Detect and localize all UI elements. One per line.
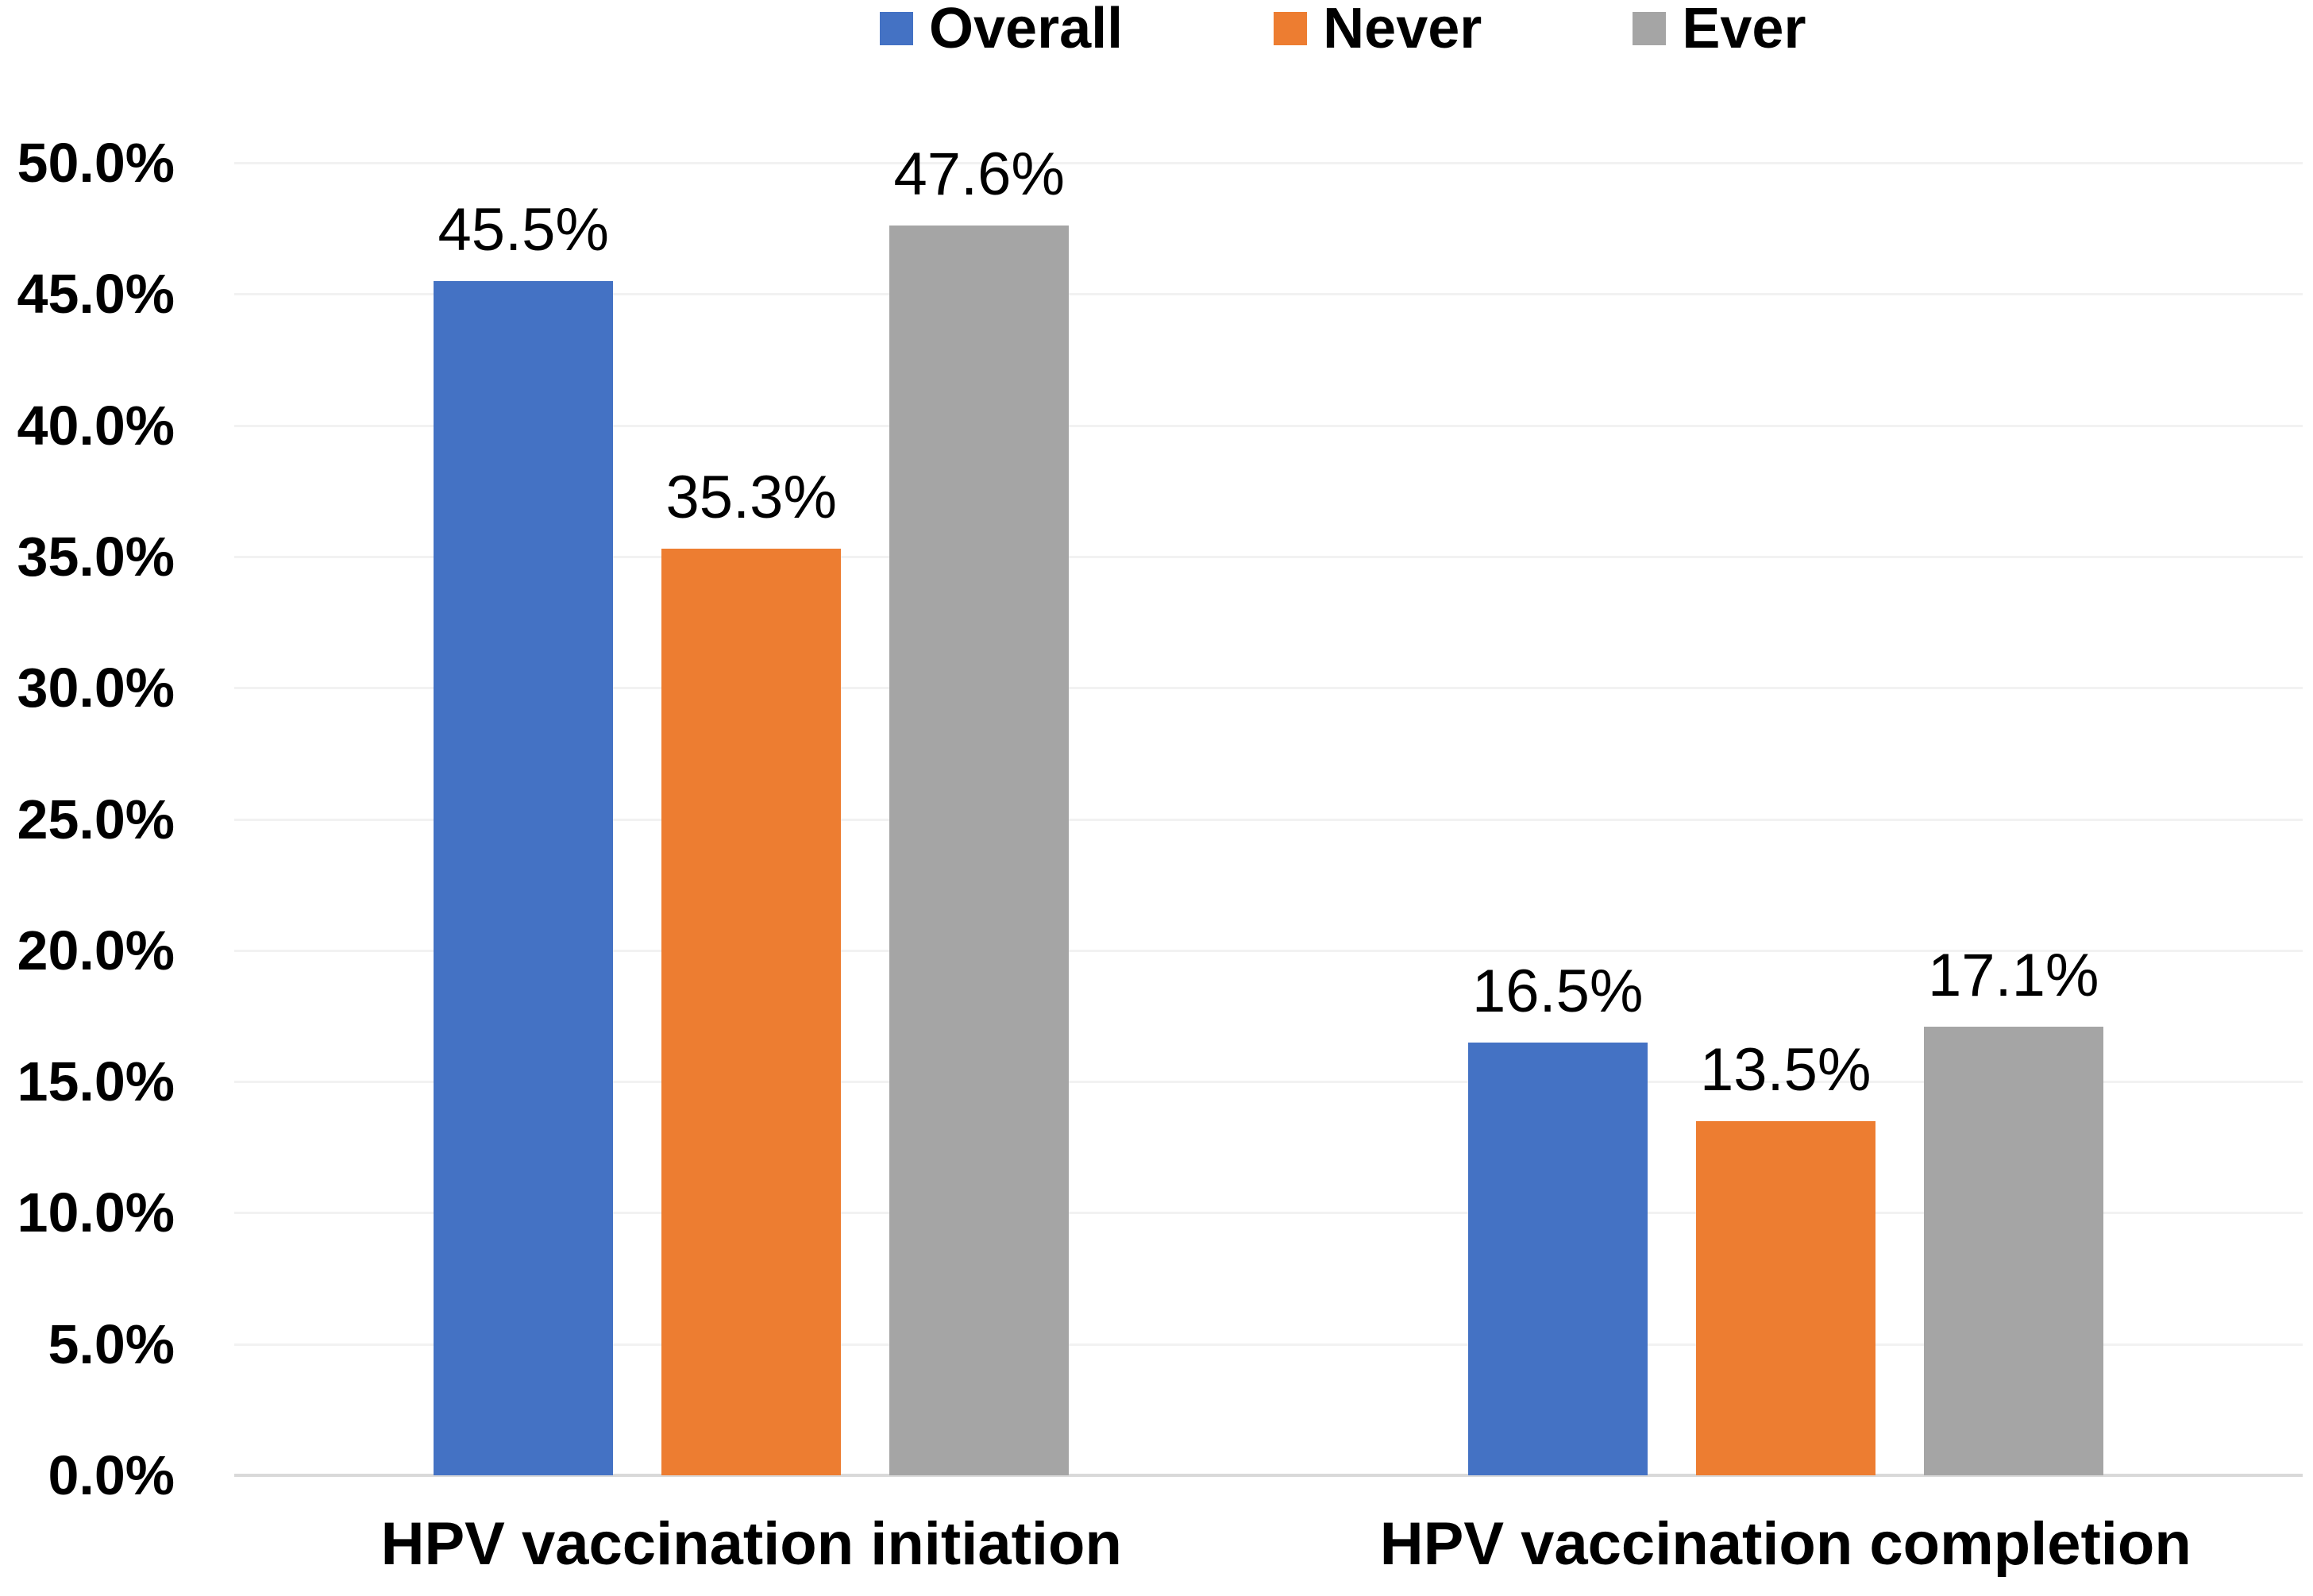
gridline — [234, 293, 2303, 296]
bar-never-1 — [661, 548, 842, 1475]
gridline — [234, 555, 2303, 558]
gridline — [234, 1081, 2303, 1084]
bar-value-label: 13.5% — [1700, 1035, 1872, 1104]
bar-value-label: 47.6% — [893, 141, 1066, 209]
y-axis-tick-label: 40.0% — [17, 394, 175, 457]
gridline — [234, 424, 2303, 427]
bar-value-label: 16.5% — [1472, 957, 1644, 1025]
bar-overall-1 — [434, 280, 614, 1475]
y-axis-tick-label: 0.0% — [48, 1444, 175, 1506]
y-axis-tick-label: 10.0% — [17, 1182, 175, 1244]
bar-value-label: 17.1% — [1928, 941, 2099, 1009]
y-axis-tick-label: 20.0% — [17, 919, 175, 981]
y-axis-tick-label: 50.0% — [17, 132, 175, 194]
legend-label: Never — [1323, 0, 1482, 60]
bar-value-label: 45.5% — [438, 195, 610, 264]
gridline — [234, 818, 2303, 821]
y-axis-tick-label: 45.0% — [17, 263, 175, 326]
gridline — [234, 1212, 2303, 1215]
y-axis-tick-label: 5.0% — [48, 1313, 175, 1375]
y-axis-tick-label: 35.0% — [17, 525, 175, 588]
x-axis-line — [234, 1474, 2303, 1477]
gridline — [234, 687, 2303, 690]
x-axis-category-label: HPV vaccination initiation — [380, 1510, 1122, 1578]
legend: Overall Never Ever — [880, 0, 1806, 57]
y-axis-tick-label: 15.0% — [17, 1051, 175, 1113]
legend-entry: Ever — [1633, 0, 1806, 57]
y-axis-tick-label: 25.0% — [17, 788, 175, 850]
x-axis-category-label: HPV vaccination completion — [1379, 1510, 2192, 1578]
bar-overall-2 — [1467, 1042, 1648, 1475]
bar-ever-2 — [1923, 1026, 2103, 1475]
legend-label: Overall — [929, 0, 1124, 60]
legend-label: Ever — [1682, 0, 1806, 60]
gridline — [234, 1343, 2303, 1346]
bar-ever-1 — [889, 226, 1070, 1475]
legend-entry: Never — [1274, 0, 1482, 57]
bar-never-2 — [1695, 1120, 1875, 1475]
legend-swatch-icon — [1274, 12, 1308, 45]
legend-entry: Overall — [880, 0, 1123, 57]
bar-value-label: 35.3% — [665, 463, 838, 531]
gridline — [234, 949, 2303, 952]
gridline — [234, 162, 2303, 164]
legend-swatch-icon — [880, 12, 913, 45]
y-axis-tick-label: 30.0% — [17, 657, 175, 719]
legend-swatch-icon — [1633, 12, 1667, 45]
